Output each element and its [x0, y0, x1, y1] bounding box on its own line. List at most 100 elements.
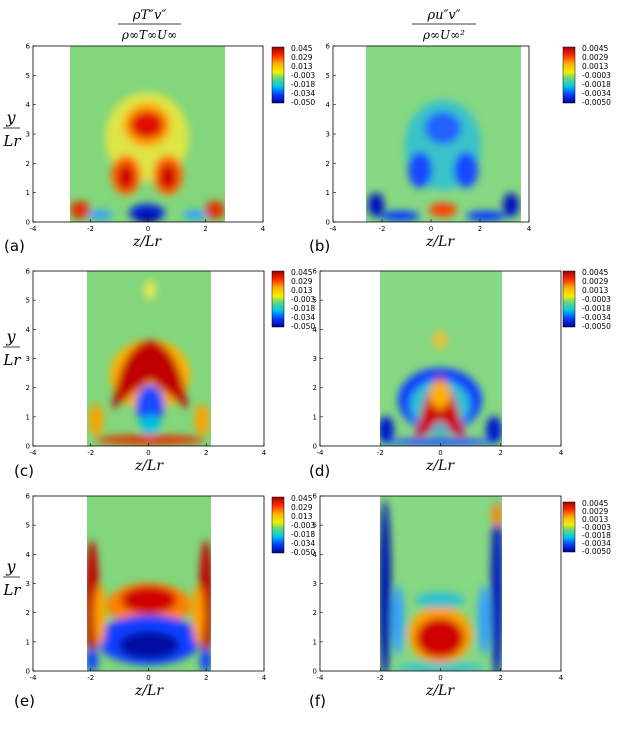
cb-tick: 0.045	[291, 494, 313, 503]
y-tick-label: 6	[26, 493, 31, 501]
cb-tick: -0.0034	[582, 89, 611, 98]
y-tick-label: 0	[313, 443, 317, 451]
y-tick-label: 3	[313, 580, 317, 588]
cb-tick: 0.0045	[582, 268, 608, 277]
cb-tick: 0.013	[291, 62, 313, 71]
y-tick-label: 2	[326, 160, 330, 168]
x-tick-label: 4	[527, 225, 532, 233]
cb-tick: -0.003	[291, 295, 315, 304]
y-tick-label: 0	[26, 443, 30, 451]
x-axis-label: z/Lr	[425, 234, 455, 250]
panel-label-f: (f)	[309, 692, 326, 710]
cb-tick: 0.0029	[582, 53, 608, 62]
x-tick-label: 0	[429, 225, 433, 233]
y-tick-label: 3	[26, 355, 30, 363]
ylabel-denominator: Lr	[2, 132, 21, 150]
y-tick-label: 2	[313, 609, 317, 617]
y-tick-label: 6	[326, 43, 331, 51]
panel-1-axes: -4 -2 0 2 4 0 1 2 3 4 5 6 z/Lr	[326, 43, 532, 251]
x-tick-label: 0	[146, 225, 150, 233]
colorbar-a: 0.045 0.029 0.013 -0.003 -0.018 -0.034 -…	[271, 44, 315, 107]
y-tick-label: 3	[26, 131, 30, 139]
cb-tick: -0.018	[291, 530, 315, 539]
x-axis-label: z/Lr	[425, 683, 455, 699]
cb-tick: -0.0003	[582, 523, 611, 532]
cb-tick: 0.029	[291, 503, 313, 512]
y-tick-label: 4	[313, 551, 318, 559]
cb-tick: -0.050	[291, 322, 315, 331]
colorbar-f: 0.0045 0.0029 0.0013 -0.0003 -0.0018 -0.…	[562, 499, 611, 556]
cb-tick: -0.0050	[582, 322, 611, 331]
y-tick-label: 3	[326, 131, 330, 139]
x-tick-label: -4	[30, 674, 38, 682]
column-header-right: ρu″v″ ρ∞U∞²	[412, 8, 476, 42]
column-header-left: ρT″v″ ρ∞T∞U∞	[118, 8, 181, 42]
cb-tick: -0.0018	[582, 80, 611, 89]
y-axis-label-row3: y Lr	[2, 557, 21, 599]
x-tick-label: -2	[379, 225, 386, 233]
cb-tick: -0.0003	[582, 71, 611, 80]
cb-tick: 0.0013	[582, 515, 608, 524]
x-tick-label: -2	[377, 674, 384, 682]
x-tick-label: 0	[438, 674, 442, 682]
x-axis-label: z/Lr	[425, 458, 455, 474]
cb-tick: 0.029	[291, 53, 313, 62]
y-tick-label: 2	[26, 609, 30, 617]
x-tick-label: 2	[478, 225, 482, 233]
y-axis-label-row2: y Lr	[2, 327, 21, 369]
y-tick-label: 6	[26, 43, 31, 51]
x-tick-label: 0	[146, 449, 150, 457]
header-right-numerator: ρu″v″	[426, 8, 460, 23]
cb-tick: -0.0034	[582, 313, 611, 322]
cb-tick: -0.0018	[582, 304, 611, 313]
cb-tick: 0.013	[291, 286, 313, 295]
cb-tick: 0.0045	[582, 44, 608, 53]
x-tick-label: 2	[204, 449, 208, 457]
x-tick-label: 0	[438, 449, 442, 457]
axis-ticks: -4 -2 0 2 4 0 1 2 3 4 5 6 z/Lr -4 -2 0 2 4 0 1 2 3 4 5 6 z/Lr -4 -2…	[26, 43, 564, 700]
ylabel-denominator: Lr	[2, 351, 21, 369]
cb-tick: -0.050	[291, 98, 315, 107]
y-tick-label: 4	[26, 101, 31, 109]
y-tick-label: 5	[313, 522, 317, 530]
panel-3-axes: -4 -2 0 2 4 0 1 2 3 4 5 6 z/Lr	[313, 268, 564, 475]
x-tick-label: -4	[317, 449, 325, 457]
y-tick-label: 1	[313, 413, 317, 421]
y-tick-label: 1	[26, 413, 30, 421]
panel-a-field	[70, 46, 225, 222]
x-tick-label: -4	[30, 449, 38, 457]
ylabel-numerator: y	[5, 327, 16, 346]
panel-label-a: (a)	[4, 237, 25, 255]
colorbar-b: 0.0045 0.0029 0.0013 -0.0003 -0.0018 -0.…	[562, 44, 611, 107]
panel-c-field	[87, 271, 211, 446]
ylabel-numerator: y	[5, 108, 16, 127]
colorbar-e: 0.045 0.029 0.013 -0.003 -0.018 -0.034 -…	[271, 494, 315, 557]
y-tick-label: 2	[313, 384, 317, 392]
header-left-denominator: ρ∞T∞U∞	[121, 28, 177, 42]
cb-tick: -0.034	[291, 313, 315, 322]
panel-label-b: (b)	[309, 237, 330, 255]
x-tick-label: -2	[87, 225, 94, 233]
x-tick-label: 2	[203, 225, 207, 233]
cb-tick: -0.034	[291, 539, 315, 548]
x-axis-label: z/Lr	[134, 458, 164, 474]
x-tick-label: -2	[87, 449, 94, 457]
panel-5-axes: -4 -2 0 2 4 0 1 2 3 4 5 6 z/Lr	[313, 493, 564, 700]
cb-tick: 0.013	[291, 512, 313, 521]
y-tick-label: 4	[26, 551, 31, 559]
cb-tick: 0.0045	[582, 499, 608, 508]
x-tick-label: 2	[499, 449, 503, 457]
cb-tick: -0.003	[291, 71, 315, 80]
y-tick-label: 4	[326, 101, 331, 109]
cb-tick: 0.045	[291, 268, 313, 277]
y-tick-label: 5	[313, 297, 317, 305]
x-tick-label: 2	[204, 674, 208, 682]
x-tick-label: -4	[317, 674, 325, 682]
y-tick-label: 2	[26, 384, 30, 392]
x-tick-label: -2	[87, 674, 94, 682]
cb-tick: -0.018	[291, 304, 315, 313]
x-tick-label: 4	[559, 674, 564, 682]
panel-label-e: (e)	[14, 692, 35, 710]
ylabel-numerator: y	[5, 557, 16, 576]
